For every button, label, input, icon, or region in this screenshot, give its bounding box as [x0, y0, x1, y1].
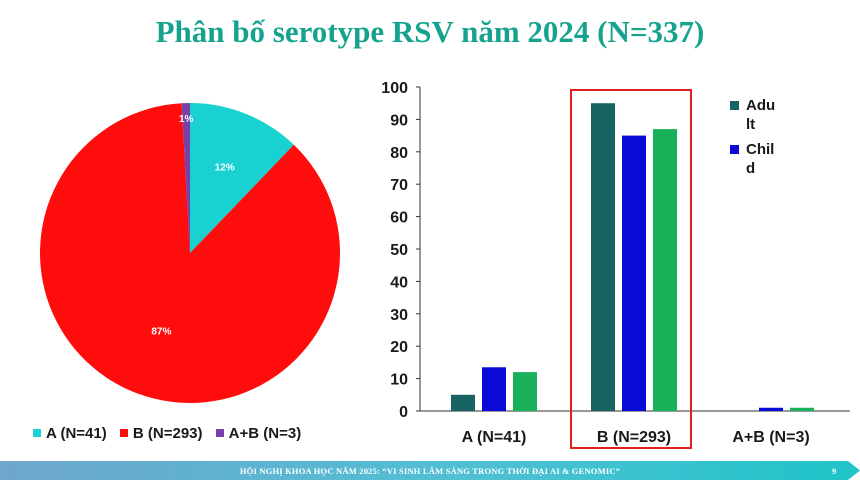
- bar: [451, 394, 475, 411]
- y-tick-label: 60: [390, 210, 408, 227]
- y-tick-label: 90: [390, 112, 408, 129]
- y-tick-label: 40: [390, 274, 408, 291]
- x-tick-label: A (N=41): [462, 429, 527, 446]
- y-tick-label: 20: [390, 339, 408, 356]
- pie-legend-item: B (N=293): [119, 425, 203, 442]
- page-title: Phân bố serotype RSV năm 2024 (N=337): [155, 14, 705, 49]
- legend-swatch: [730, 101, 739, 110]
- legend-swatch: [215, 429, 224, 437]
- pie-data-label: 1%: [179, 114, 194, 125]
- page-number: 9: [832, 466, 837, 476]
- pie-slice: [181, 103, 190, 253]
- bar-legend-item-adult: Adu lt: [730, 96, 786, 134]
- pie-legend-item: A (N=41): [33, 425, 107, 442]
- x-tick-label: A+B (N=3): [732, 429, 809, 446]
- y-tick-label: 0: [399, 404, 408, 421]
- y-tick-label: 70: [390, 177, 408, 194]
- y-tick-label: 50: [390, 242, 408, 259]
- bar: [591, 103, 615, 411]
- bar: [790, 407, 814, 411]
- bar-legend-item-child: Chil d: [730, 140, 786, 178]
- pie-legend-item: A+B (N=3): [215, 425, 302, 442]
- y-tick-label: 30: [390, 307, 408, 324]
- bar-legend-label: Chil d: [746, 141, 775, 177]
- footer-text: HỘI NGHỊ KHOA HỌC NĂM 2025: “VI SINH LÂM…: [239, 466, 621, 476]
- legend-swatch: [33, 429, 41, 437]
- footer-banner: [0, 461, 860, 480]
- y-tick-label: 100: [381, 80, 408, 97]
- legend-swatch: [119, 429, 128, 437]
- bar: [482, 367, 506, 411]
- pie-legend-label: A+B (N=3): [228, 425, 302, 442]
- bar-legend-label: Adu lt: [746, 97, 776, 133]
- legend-swatch: [730, 145, 739, 154]
- bar-legend: Adu lt Chil d: [730, 96, 800, 184]
- pie-data-label: 12%: [215, 163, 235, 174]
- highlight-box: [570, 89, 692, 449]
- bar: [513, 372, 537, 411]
- pie-legend: A (N=41) B (N=293) A+B (N=3): [33, 425, 310, 442]
- x-tick-label: B (N=293): [597, 429, 671, 446]
- pie-data-label: 87%: [151, 326, 171, 337]
- y-tick-label: 80: [390, 145, 408, 162]
- pie-slice: [40, 103, 341, 403]
- pie-slice: [190, 103, 294, 253]
- bar: [653, 129, 677, 411]
- bar: [759, 407, 783, 411]
- pie-legend-label: B (N=293): [132, 425, 203, 442]
- pie-legend-label: A (N=41): [46, 425, 107, 442]
- y-tick-label: 10: [390, 372, 408, 389]
- bar: [622, 135, 646, 411]
